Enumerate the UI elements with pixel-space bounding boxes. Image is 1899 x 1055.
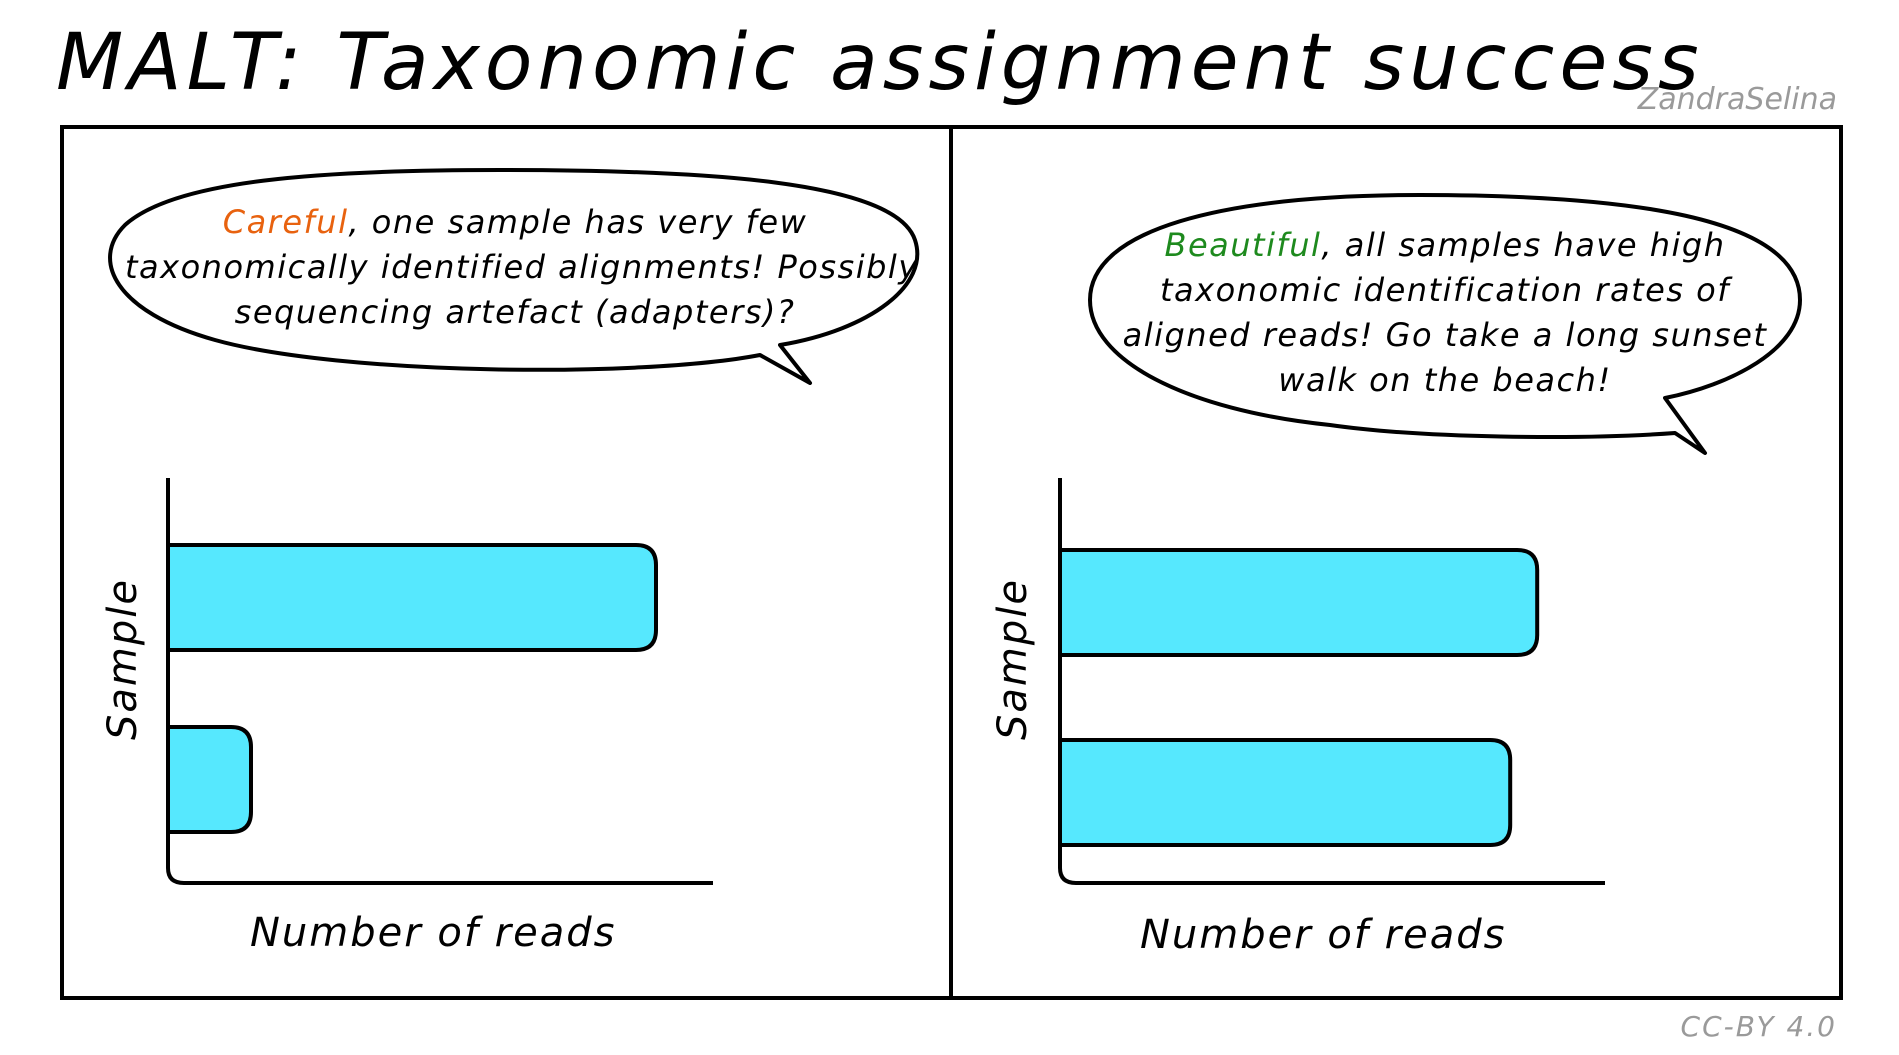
bar-fill [1062, 550, 1538, 655]
bar-fill [1062, 740, 1511, 845]
bubble-highlight-left: Careful [222, 203, 349, 241]
bars-left [170, 543, 658, 834]
bubble-highlight-right: Beautiful [1164, 226, 1322, 264]
bubble-line1-right: , all samples have high [1321, 226, 1726, 264]
bar-outline [170, 543, 658, 652]
bars-right [1062, 548, 1540, 847]
y-axis-label-left: Sample [100, 578, 146, 740]
bar-outline [1062, 548, 1540, 657]
axes-right [1058, 478, 1605, 885]
bubble-line2-left: taxonomically identified alignments! Pos… [125, 248, 919, 286]
bubble-line3-right: aligned reads! Go take a long sunset [1122, 316, 1768, 354]
panel-divider [949, 125, 953, 1000]
author-credit: ZandraSelina [1637, 82, 1837, 117]
x-axis-label-left: Number of reads [250, 910, 617, 956]
bubble-text-right: Beautiful, all samples have high taxonom… [1100, 223, 1790, 403]
bar-fill [170, 727, 251, 832]
bubble-line4-right: walk on the beach! [1278, 361, 1612, 399]
y-axis-label-right: Sample [990, 578, 1036, 740]
bubble-line3-left: sequencing artefact (adapters)? [234, 293, 796, 331]
page-title: MALT: Taxonomic assignment success [56, 18, 1704, 108]
speech-bubble-right [1088, 193, 1802, 455]
bar-fill [170, 545, 656, 650]
bubble-text-left: Careful, one sample has very few taxonom… [125, 200, 919, 335]
bubble-line1-left: , one sample has very few [348, 203, 808, 241]
bubble-line2-right: taxonomic identification rates of [1160, 271, 1730, 309]
axes-left [166, 478, 713, 885]
bar-outline [170, 725, 253, 834]
speech-bubble-left [108, 168, 920, 385]
bar-outline [1062, 738, 1513, 847]
license-label: CC-BY 4.0 [1680, 1010, 1837, 1043]
x-axis-label-right: Number of reads [1140, 912, 1507, 958]
